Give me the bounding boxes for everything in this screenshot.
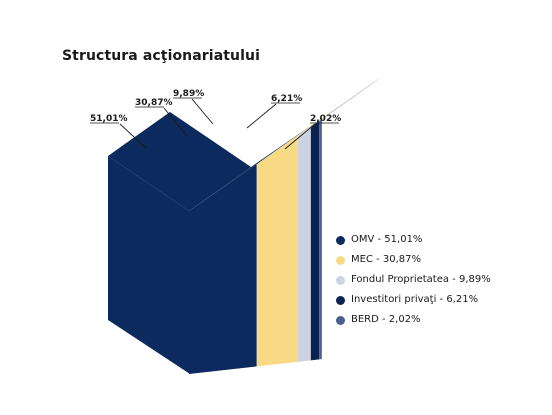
legend: OMV - 51,01% MEC - 30,87% Fondul Proprieta… <box>336 233 491 327</box>
data-label-2: 30,87% <box>135 98 173 108</box>
data-label-5: 2,02% <box>310 114 341 124</box>
legend-label-3: Fondul Proprietatea - 9,89% <box>351 274 491 285</box>
legend-item-1: OMV - 51,01% <box>336 233 491 247</box>
legend-item-2: MEC - 30,87% <box>336 253 491 267</box>
slice-top-2 <box>256 91 360 165</box>
label-leader-1 <box>119 123 147 149</box>
legend-item-3: Fondul Proprietatea - 9,89% <box>336 273 491 287</box>
slice-side-3 <box>297 126 311 362</box>
slice-side-5 <box>319 119 322 360</box>
slice-side-2 <box>256 135 298 367</box>
slice-top-4 <box>310 77 382 127</box>
legend-label-5: BERD - 2,02% <box>351 314 421 325</box>
data-label-1: 51,01% <box>90 114 128 124</box>
data-label-3: 9,89% <box>173 89 204 99</box>
cube-top-face <box>108 112 251 211</box>
slice-top-3 <box>297 82 373 136</box>
chart-title: Structura acţionariatului <box>62 48 260 64</box>
slice-top-5 <box>319 75 384 122</box>
legend-swatch-2 <box>336 255 345 265</box>
label-leader-3 <box>191 98 214 125</box>
cube-slices <box>108 75 384 374</box>
slice-side-1 <box>189 164 257 374</box>
legend-item-4: Investitori privaţi - 6,21% <box>336 293 491 307</box>
label-leader-2 <box>163 107 188 137</box>
legend-item-5: BERD - 2,02% <box>336 313 491 327</box>
legend-swatch-3 <box>336 275 345 285</box>
legend-swatch-1 <box>336 235 345 245</box>
label-leader-5 <box>284 123 316 150</box>
legend-label-4: Investitori privaţi - 6,21% <box>351 294 479 305</box>
cube-front-face <box>108 156 190 374</box>
slice-side-4 <box>310 121 320 361</box>
data-label-4: 6,21% <box>271 94 302 104</box>
legend-label-1: OMV - 51,01% <box>351 234 423 245</box>
slice-top-1 <box>189 120 319 211</box>
legend-swatch-5 <box>336 315 345 325</box>
cube-labels: 51,01% 30,87%9,89% 6,21% 2,02% <box>90 89 341 150</box>
legend-label-2: MEC - 30,87% <box>351 254 422 265</box>
legend-swatch-4 <box>336 295 345 305</box>
label-leader-4 <box>246 103 277 129</box>
